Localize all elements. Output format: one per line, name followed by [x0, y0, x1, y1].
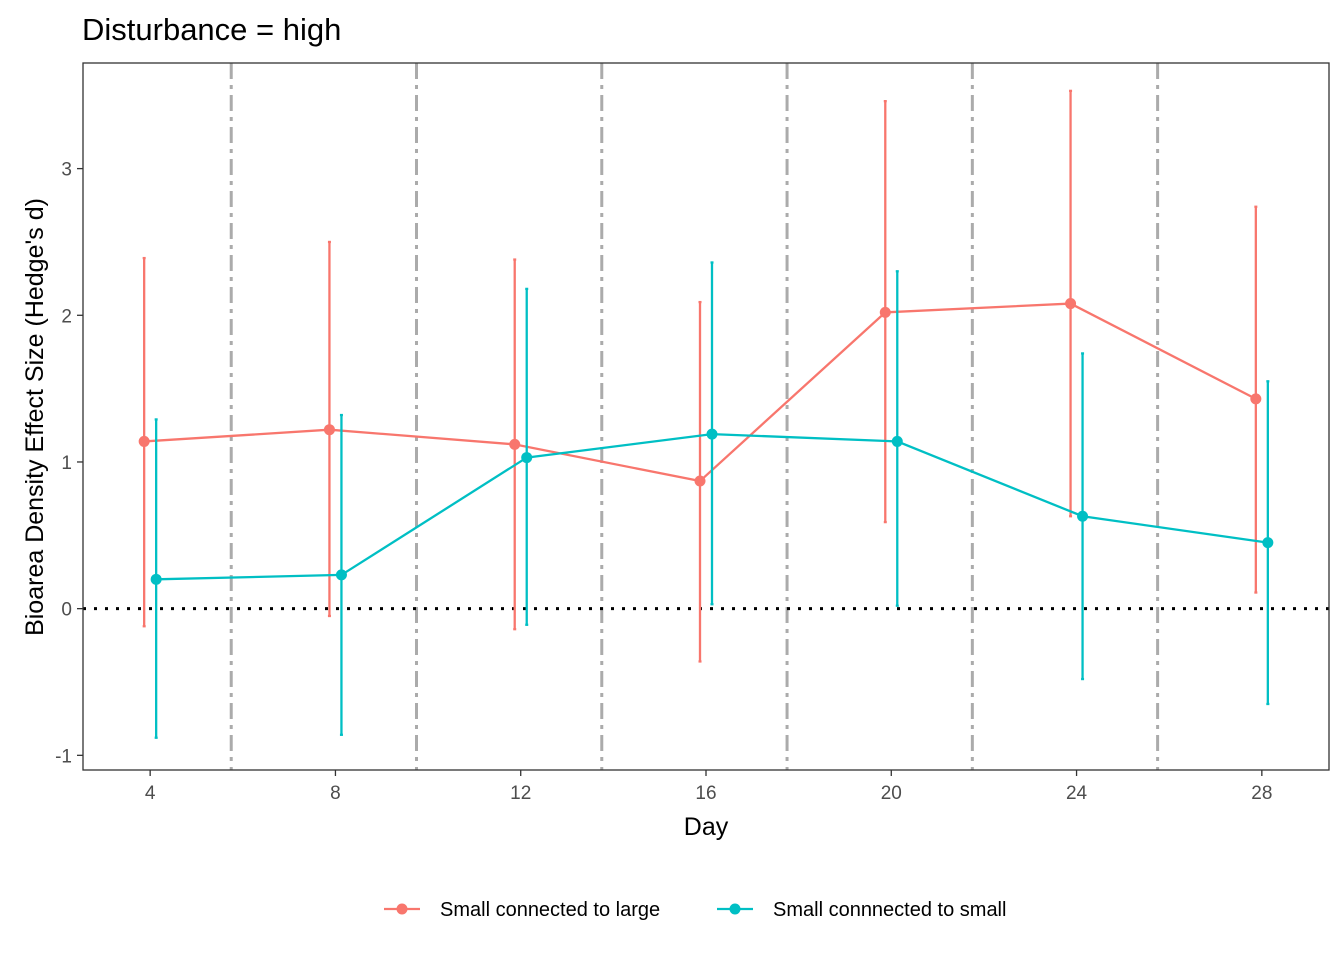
y-tick-label: -1 — [55, 746, 72, 767]
data-point — [323, 424, 335, 436]
data-point — [150, 573, 162, 585]
data-point — [706, 428, 718, 440]
data-point — [335, 569, 347, 581]
data-point — [138, 435, 150, 447]
x-axis-title: Day — [684, 813, 729, 841]
legend-key-point — [729, 903, 741, 915]
legend-label: Small connected to large — [440, 899, 660, 921]
x-tick-label: 12 — [510, 783, 531, 804]
data-point — [694, 475, 706, 487]
data-point — [521, 452, 533, 464]
data-point — [509, 438, 521, 450]
data-point — [891, 435, 903, 447]
y-tick-label: 0 — [61, 600, 72, 621]
data-point — [1077, 510, 1089, 522]
legend-label: Small connnected to small — [773, 899, 1006, 921]
x-tick-label: 8 — [330, 783, 341, 804]
chart-title: Disturbance = high — [82, 12, 341, 47]
legend: Small connected to large Small connnected… — [384, 899, 1006, 921]
y-axis-title: Bioarea Density Effect Size (Hedge's d) — [21, 198, 49, 636]
data-point — [1262, 537, 1274, 549]
x-tick-label: 4 — [145, 783, 156, 804]
legend-key-point — [396, 903, 408, 915]
x-tick-label: 16 — [695, 783, 716, 804]
y-tick-label: 2 — [61, 306, 72, 327]
x-tick-label: 24 — [1066, 783, 1088, 804]
y-tick-label: 1 — [61, 453, 72, 474]
y-tick-label: 3 — [61, 160, 72, 181]
panel-border — [82, 62, 1330, 771]
data-point — [1250, 393, 1262, 405]
data-point — [879, 306, 891, 318]
x-tick-label: 28 — [1251, 783, 1272, 804]
x-tick-label: 20 — [881, 783, 902, 804]
data-point — [1065, 298, 1077, 310]
